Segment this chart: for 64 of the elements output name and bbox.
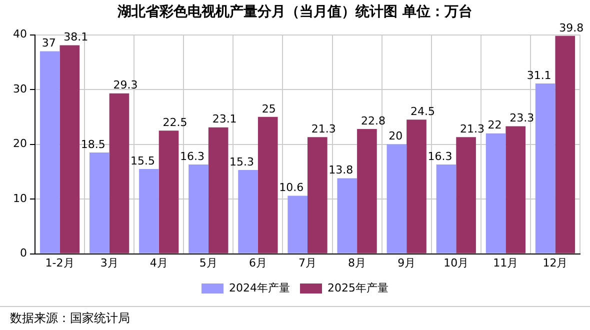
bar bbox=[109, 93, 130, 254]
data-label: 22 bbox=[488, 118, 502, 132]
data-label: 23.3 bbox=[510, 112, 534, 125]
data-label: 29.3 bbox=[113, 78, 138, 92]
bar bbox=[258, 116, 278, 254]
x-tick-label: 11月 bbox=[493, 256, 518, 270]
legend-label: 2025年产量 bbox=[328, 281, 388, 294]
x-tick-label: 1-2月 bbox=[45, 256, 74, 270]
data-label: 20 bbox=[388, 130, 403, 143]
data-label: 21.3 bbox=[311, 122, 336, 136]
y-tick-label: 30 bbox=[12, 82, 27, 96]
data-label: 18.5 bbox=[80, 138, 106, 151]
bar bbox=[555, 36, 576, 254]
source-note: 数据来源：国家统计局 bbox=[10, 311, 130, 325]
data-label: 24.5 bbox=[410, 105, 435, 118]
data-label: 15.5 bbox=[130, 154, 155, 168]
data-label: 31.1 bbox=[526, 68, 552, 82]
bar bbox=[288, 196, 308, 254]
bar bbox=[535, 84, 556, 254]
x-tick-label: 10月 bbox=[444, 256, 469, 270]
bar bbox=[208, 127, 228, 254]
data-label: 23.1 bbox=[212, 112, 237, 126]
x-tick-label: 4月 bbox=[150, 256, 168, 270]
bar bbox=[188, 164, 208, 254]
data-label: 22.8 bbox=[360, 114, 386, 128]
bar bbox=[337, 178, 358, 254]
data-label: 10.6 bbox=[279, 181, 304, 194]
bar bbox=[90, 152, 110, 254]
bar bbox=[158, 130, 179, 254]
data-label: 39.8 bbox=[559, 21, 584, 34]
data-label: 22.5 bbox=[162, 116, 188, 129]
bar bbox=[456, 137, 476, 254]
x-tick-label: 6月 bbox=[248, 256, 267, 270]
data-label: 37 bbox=[42, 36, 56, 50]
bar bbox=[139, 168, 159, 254]
bar bbox=[406, 120, 426, 254]
y-tick-label: 40 bbox=[12, 28, 27, 41]
bar bbox=[386, 144, 407, 254]
x-tick-label: 12月 bbox=[542, 256, 568, 270]
x-tick-label: 3月 bbox=[100, 256, 118, 270]
bar bbox=[40, 51, 60, 254]
data-label: 38.1 bbox=[64, 30, 88, 44]
data-label: 13.8 bbox=[328, 164, 354, 177]
y-tick-label: 20 bbox=[12, 137, 27, 150]
bar bbox=[506, 126, 526, 254]
data-label: 15.3 bbox=[230, 155, 254, 168]
bar bbox=[486, 133, 506, 254]
data-label: 16.3 bbox=[428, 150, 452, 163]
x-tick-label: 9月 bbox=[398, 256, 416, 270]
y-tick-label: 0 bbox=[20, 246, 27, 260]
bar bbox=[436, 164, 456, 254]
legend-label: 2024年产量 bbox=[229, 281, 290, 294]
chart-title: 湖北省彩色电视机产量分月（当月值）统计图 单位：万台 bbox=[116, 3, 472, 20]
data-label: 16.3 bbox=[180, 150, 204, 163]
bar bbox=[308, 137, 328, 254]
y-tick-label: 10 bbox=[12, 192, 27, 205]
data-label: 25 bbox=[262, 102, 276, 116]
x-tick-label: 7月 bbox=[298, 256, 316, 270]
bar bbox=[60, 45, 80, 254]
bar bbox=[238, 170, 258, 254]
data-label: 21.3 bbox=[460, 122, 485, 136]
bar bbox=[357, 128, 377, 254]
x-tick-label: 5月 bbox=[199, 256, 218, 270]
x-tick-label: 8月 bbox=[348, 256, 366, 270]
